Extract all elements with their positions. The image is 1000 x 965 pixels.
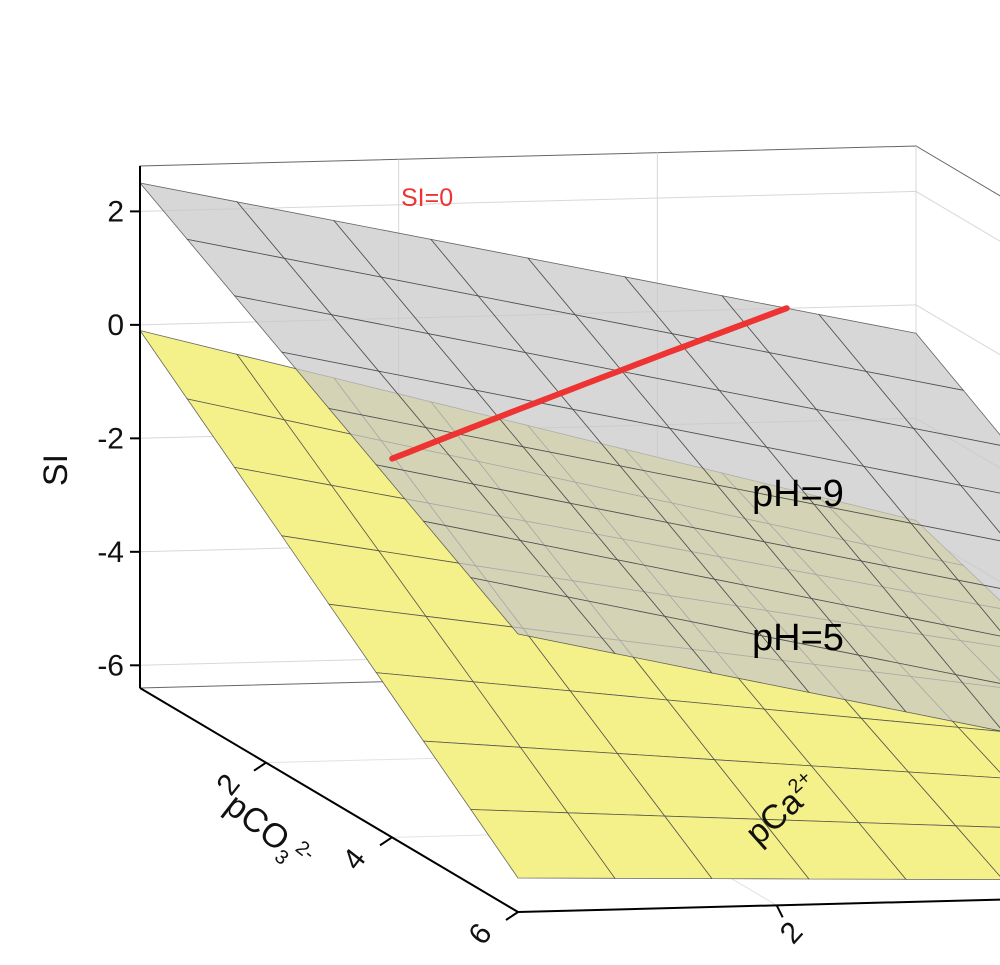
surface-cell — [957, 579, 1000, 632]
surface-cell — [912, 427, 1000, 494]
surface-cell — [860, 717, 1000, 779]
surface-cell — [954, 825, 1000, 877]
surface-cell — [907, 617, 1000, 684]
x-axis-line — [139, 687, 519, 913]
x-tick-label: 4 — [336, 843, 372, 876]
surface-cell — [959, 484, 1000, 534]
z-tick-label: 0 — [107, 309, 124, 342]
x-tick — [253, 761, 267, 772]
x-tick — [379, 836, 393, 847]
z-axis-title: SI — [37, 454, 75, 486]
z-tick-label: -4 — [97, 536, 124, 569]
series-label-ph9: pH=9 — [752, 473, 844, 515]
surface-cell — [954, 673, 1000, 729]
y-axis-line — [517, 898, 1000, 913]
x-axis-title-sup: 2- — [291, 837, 319, 865]
surface-cell — [857, 822, 1000, 880]
surface-cell — [909, 522, 1000, 589]
si-zero-line — [389, 305, 790, 462]
x-tick — [505, 911, 519, 921]
y-tick — [775, 904, 784, 918]
z-tick-label: 2 — [107, 195, 124, 228]
surface-cell — [907, 771, 1000, 828]
axes — [139, 166, 1000, 913]
x-axis-title: pCO32- — [215, 786, 319, 881]
surface-cell — [860, 560, 1000, 637]
annotation-si-zero: SI=0 — [401, 184, 453, 212]
surface-cell — [862, 465, 1000, 542]
z-tick-label: -6 — [97, 649, 124, 682]
surface-cell — [865, 370, 1000, 446]
si-zero-curve — [389, 305, 790, 462]
z-tick-label: -2 — [97, 422, 124, 455]
y-tick-label: 2 — [774, 916, 810, 950]
surface-cell — [957, 726, 1000, 773]
series-label-ph5: pH=5 — [752, 617, 844, 659]
x-tick-label: 6 — [462, 917, 498, 950]
surface-ph9 — [138, 182, 1000, 732]
surface-cell — [857, 654, 1000, 732]
